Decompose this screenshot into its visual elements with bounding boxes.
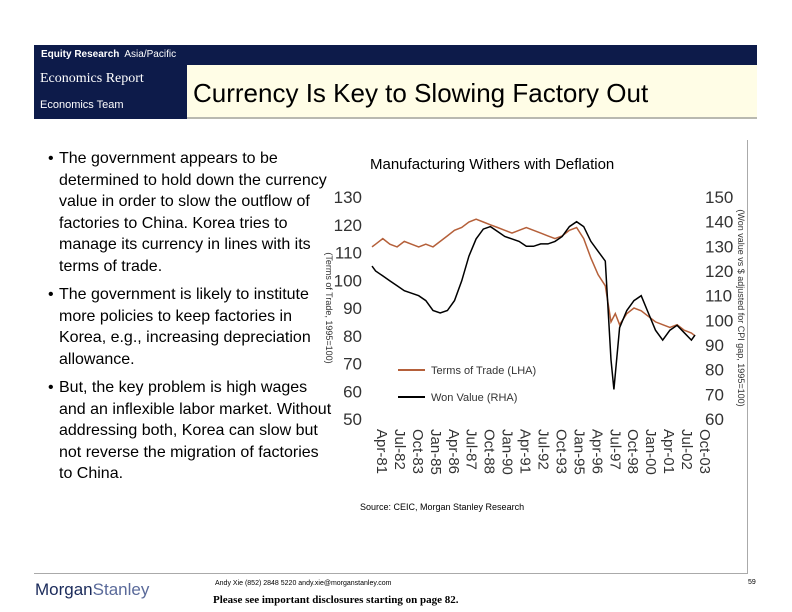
y2-tick-label: 140 — [705, 213, 733, 232]
analyst-contact: Andy Xie (852) 2848 5220 andy.xie@morgan… — [215, 580, 392, 587]
y2-tick-label: 120 — [705, 262, 733, 281]
x-tick-label: Apr-01 — [660, 429, 677, 474]
y2-tick-label: 150 — [705, 188, 733, 207]
x-tick-label: Jan-00 — [642, 429, 659, 475]
region-label: Asia/Pacific — [124, 49, 177, 60]
chart-title: Manufacturing Withers with Deflation — [370, 156, 615, 173]
y2-tick-label: 100 — [705, 311, 733, 330]
series-line — [371, 218, 696, 337]
top-bar: Equity Research Asia/Pacific — [34, 45, 757, 65]
logo-main: Morgan — [35, 580, 93, 599]
x-tick-label: Jul-92 — [535, 429, 552, 470]
y2-tick-label: 110 — [705, 287, 732, 306]
x-tick-label: Jan-90 — [499, 429, 516, 475]
bullet-marker: • — [48, 150, 54, 167]
y-tick-label: 130 — [334, 188, 362, 207]
y-tick-label: 100 — [334, 271, 362, 290]
y-tick-label: 50 — [343, 410, 362, 429]
breadcrumb: Equity Research Asia/Pacific — [41, 49, 176, 60]
bullet-item: • The government is likely to institute m… — [44, 284, 334, 370]
x-tick-label: Apr-81 — [373, 429, 390, 474]
y2-axis-label: (Won value vs $ adjusted for CPI gap, 19… — [736, 209, 746, 406]
y-tick-label: 80 — [343, 327, 362, 346]
report-info-box: Economics Report Economics Team — [34, 65, 187, 119]
report-type: Economics Report — [40, 71, 144, 86]
legend-label: Terms of Trade (LHA) — [431, 365, 536, 377]
y-tick-label: 90 — [343, 299, 362, 318]
x-tick-label: Apr-96 — [588, 429, 605, 474]
y2-tick-label: 80 — [705, 361, 724, 380]
x-tick-label: Jul-97 — [606, 429, 623, 470]
bullet-item: • The government appears to be determined… — [44, 148, 334, 277]
page-number: 59 — [748, 579, 756, 586]
x-tick-label: Apr-86 — [445, 429, 462, 474]
x-tick-label: Oct-03 — [696, 429, 713, 474]
bullet-marker: • — [48, 379, 54, 396]
bullet-text: The government appears to be determined … — [59, 150, 327, 275]
x-tick-label: Jan-85 — [427, 429, 444, 475]
bullet-marker: • — [48, 286, 54, 303]
content-frame — [34, 140, 748, 574]
page-title: Currency Is Key to Slowing Factory Out — [193, 78, 649, 108]
chart-source: Source: CEIC, Morgan Stanley Research — [360, 502, 525, 512]
x-tick-label: Oct-83 — [409, 429, 426, 474]
team-name: Economics Team — [40, 99, 124, 111]
x-tick-label: Oct-98 — [624, 429, 641, 474]
x-tick-label: Jul-82 — [391, 429, 408, 470]
y2-tick-label: 130 — [705, 237, 733, 256]
line-chart: 50 60 70 80 90 100 110 120 130 60 70 80 90 100 110 120 1… — [324, 188, 746, 475]
x-tick-label: Jan-95 — [570, 429, 587, 475]
title-box: Currency Is Key to Slowing Factory Out — [187, 65, 757, 119]
y-axis-label: (Terms of Trade, 1995=100) — [324, 252, 334, 363]
company-logo: MorganStanley — [35, 580, 149, 600]
x-tick-label: Jul-87 — [463, 429, 480, 470]
y-tick-label: 60 — [343, 382, 362, 401]
y2-tick-label: 70 — [705, 385, 724, 404]
y2-tick-label: 60 — [705, 410, 724, 429]
y2-tick-label: 90 — [705, 336, 724, 355]
logo-light: Stanley — [92, 580, 150, 599]
series-line — [371, 220, 696, 390]
y-tick-label: 110 — [335, 244, 362, 263]
x-tick-label: Oct-93 — [552, 429, 569, 474]
y-tick-label: 120 — [334, 216, 362, 235]
legend-label: Won Value (RHA) — [431, 392, 517, 404]
bullet-text: But, the key problem is high wages and a… — [59, 379, 332, 482]
disclosure-note: Please see important disclosures startin… — [213, 594, 459, 606]
bullet-list: • The government appears to be determined… — [44, 148, 334, 492]
bullet-item: • But, the key problem is high wages and … — [44, 377, 334, 485]
section-label: Equity Research — [41, 49, 120, 60]
x-tick-label: Oct-88 — [481, 429, 498, 474]
x-tick-label: Apr-91 — [517, 429, 534, 474]
bullet-text: The government is likely to institute mo… — [59, 286, 311, 368]
x-tick-label: Jul-02 — [678, 429, 695, 470]
y-tick-label: 70 — [343, 355, 362, 374]
